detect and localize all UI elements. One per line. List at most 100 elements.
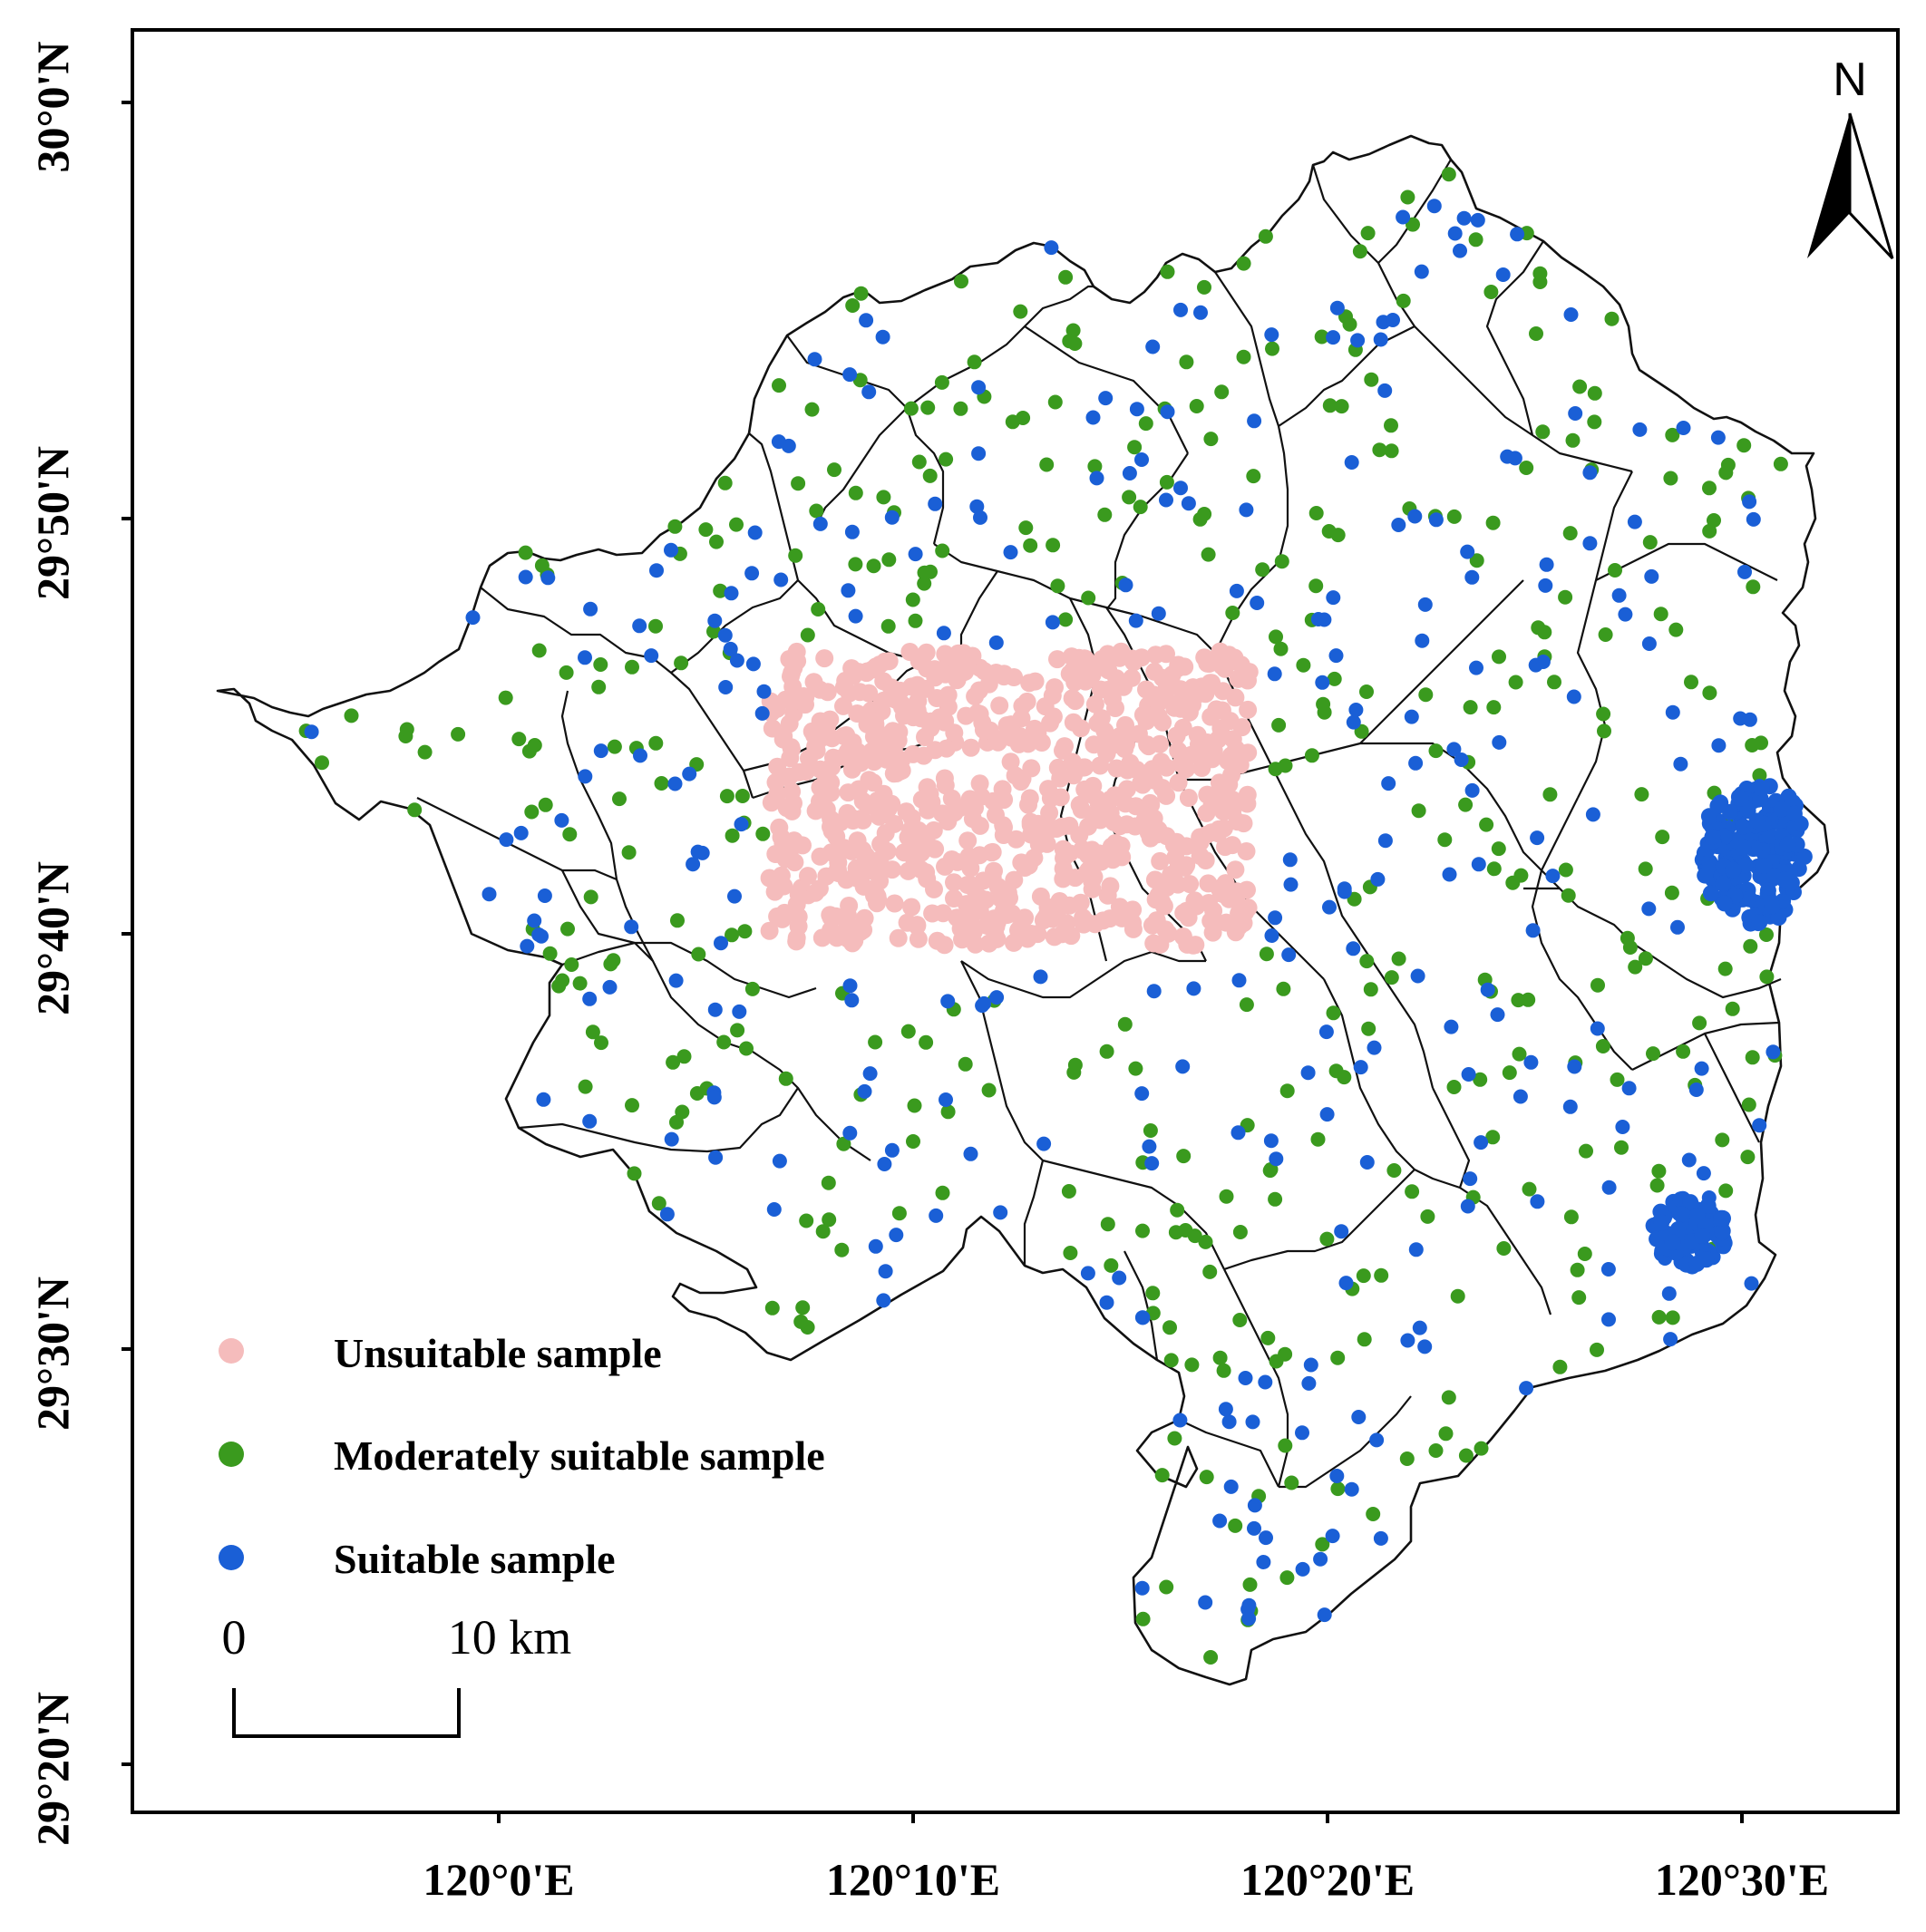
- suitable-sample-point: [1795, 848, 1813, 865]
- suitable-sample-point: [1295, 1561, 1310, 1577]
- unsuitable-sample-point: [789, 917, 808, 936]
- suitable-sample-point: [771, 434, 786, 450]
- suitable-sample-point: [1239, 502, 1254, 518]
- moderate-sample-point: [1420, 1209, 1435, 1224]
- moderate-sample-point: [1570, 1262, 1585, 1277]
- moderate-sample-point: [1334, 399, 1349, 414]
- unsuitable-sample-point: [1085, 868, 1104, 887]
- unsuitable-sample-point: [936, 857, 954, 876]
- unsuitable-sample-point: [777, 799, 796, 818]
- suitable-sample-point: [1464, 782, 1480, 798]
- moderate-sample-point: [524, 804, 540, 820]
- suitable-sample-point: [659, 1207, 675, 1222]
- unsuitable-sample-point: [1157, 645, 1175, 664]
- moderate-sample-point: [1232, 1313, 1248, 1327]
- moderate-sample-point: [531, 643, 547, 658]
- moderate-sample-point: [1296, 657, 1311, 673]
- moderate-sample-point: [1590, 977, 1605, 993]
- suitable-sample-point: [868, 1238, 883, 1254]
- unsuitable-sample-point: [834, 696, 852, 715]
- suitable-sample-point: [1694, 1061, 1709, 1076]
- suitable-sample-point: [732, 1004, 747, 1019]
- legend-unsuitable-marker: [219, 1338, 244, 1364]
- moderate-sample-point: [1198, 1234, 1213, 1249]
- unsuitable-sample-point: [1149, 820, 1168, 840]
- moderate-sample-point: [698, 522, 714, 538]
- moderate-sample-point: [1740, 1150, 1756, 1165]
- unsuitable-sample-point: [892, 751, 911, 770]
- suitable-sample-point: [1338, 1276, 1354, 1291]
- moderate-sample-point: [1651, 1309, 1667, 1325]
- moderate-sample-point: [1013, 304, 1028, 319]
- moderate-sample-point: [1702, 481, 1717, 496]
- suitable-sample-point: [1283, 877, 1299, 892]
- unsuitable-sample-point: [1169, 773, 1188, 792]
- moderate-sample-point: [725, 828, 740, 843]
- suitable-sample-point: [1353, 1060, 1368, 1075]
- suitable-sample-point: [1673, 1206, 1690, 1223]
- moderate-sample-point: [607, 739, 622, 754]
- moderate-sample-point: [1638, 861, 1653, 877]
- suitable-sample-point: [1396, 209, 1411, 225]
- unsuitable-sample-point: [1153, 893, 1172, 912]
- moderate-sample-point: [572, 976, 588, 991]
- suitable-sample-point: [1245, 1414, 1260, 1430]
- suitable-sample-point: [1523, 1054, 1539, 1070]
- unsuitable-sample-point: [1028, 814, 1047, 833]
- unsuitable-sample-point: [957, 706, 976, 725]
- legend-suitable-label: Suitable sample: [334, 1536, 616, 1582]
- moderate-sample-point: [1692, 1015, 1707, 1031]
- moderate-sample-point: [564, 957, 579, 972]
- moderate-sample-point: [648, 735, 664, 751]
- north-arrow-icon: [1807, 113, 1850, 258]
- suitable-sample-point: [1715, 875, 1732, 892]
- unsuitable-sample-point: [1097, 743, 1116, 762]
- suitable-sample-point: [1582, 536, 1598, 551]
- suitable-sample-point: [1264, 928, 1279, 943]
- moderate-sample-point: [1184, 1357, 1200, 1373]
- suitable-sample-point: [1697, 867, 1714, 884]
- suitable-sample-point: [729, 653, 744, 668]
- moderate-sample-point: [591, 679, 607, 694]
- unsuitable-sample-point: [865, 859, 883, 879]
- suitable-sample-point: [1764, 898, 1781, 915]
- unsuitable-sample-point: [1017, 692, 1036, 711]
- moderate-sample-point: [1322, 398, 1338, 413]
- suitable-sample-point: [1218, 1402, 1233, 1417]
- unsuitable-sample-point: [1143, 916, 1162, 935]
- unsuitable-sample-point: [1184, 685, 1203, 704]
- unsuitable-sample-point: [987, 929, 1007, 948]
- moderate-sample-point: [625, 1098, 639, 1113]
- unsuitable-sample-point: [958, 657, 977, 676]
- unsuitable-sample-point: [1001, 752, 1020, 772]
- unsuitable-sample-point: [1018, 734, 1037, 753]
- unsuitable-sample-point: [1177, 760, 1196, 779]
- suitable-sample-point: [718, 680, 734, 694]
- unsuitable-sample-point: [875, 652, 894, 671]
- moderate-sample-point: [315, 755, 329, 771]
- unsuitable-sample-point: [1077, 912, 1096, 931]
- moderate-sample-point: [1642, 535, 1658, 550]
- suitable-sample-point: [1144, 1156, 1160, 1171]
- unsuitable-sample-point: [1226, 688, 1245, 707]
- suitable-sample-point: [1661, 1286, 1677, 1301]
- suitable-sample-point: [1742, 494, 1757, 510]
- moderate-sample-point: [1596, 706, 1611, 722]
- moderate-sample-point: [1720, 457, 1736, 472]
- moderate-sample-point: [1328, 1063, 1344, 1079]
- suitable-sample-point: [624, 919, 639, 935]
- moderate-sample-point: [793, 1314, 809, 1329]
- unsuitable-sample-point: [1148, 690, 1167, 709]
- unsuitable-sample-point: [902, 677, 921, 696]
- moderate-sample-point: [908, 613, 923, 628]
- moderate-sample-point: [1405, 1184, 1420, 1199]
- suitable-sample-point: [1766, 1044, 1781, 1060]
- unsuitable-sample-point: [1056, 865, 1075, 884]
- moderate-sample-point: [654, 776, 669, 791]
- suitable-sample-point: [1134, 452, 1149, 467]
- moderate-sample-point: [1143, 1123, 1158, 1138]
- suitable-sample-point: [1373, 1530, 1388, 1546]
- suitable-sample-point: [1173, 481, 1188, 496]
- suitable-sample-point: [1545, 869, 1561, 884]
- suitable-sample-point: [1146, 984, 1162, 999]
